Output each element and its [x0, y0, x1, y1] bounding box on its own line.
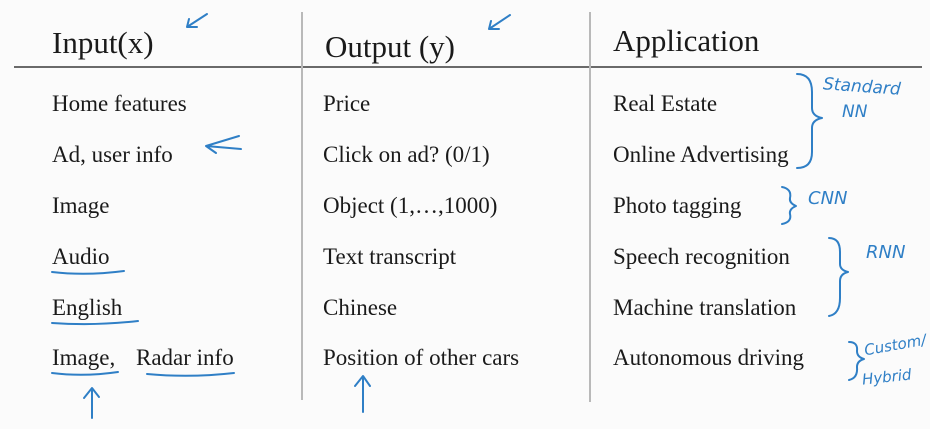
cell-application-machine-translation: Machine translation — [613, 295, 797, 320]
cell-output-object: Object (1,…,1000) — [323, 193, 498, 218]
cell-output-position-of-other-cars: Position of other cars — [323, 345, 520, 370]
up-arrow-input-icon — [83, 387, 100, 419]
underline-radar-info — [146, 372, 235, 377]
cell-application-autonomous-driving: Autonomous driving — [613, 345, 805, 370]
annotation-custom-line2: Hybrid — [861, 365, 913, 389]
cell-output-click-on-ad: Click on ad? (0/1) — [323, 142, 490, 167]
brace-standard-nn-icon — [796, 73, 823, 169]
annotation-standard-nn-line1: Standard — [822, 74, 902, 100]
annotation-custom-line1: Custom/ — [862, 330, 928, 360]
cell-application-online-advertising: Online Advertising — [613, 142, 789, 167]
header-application: Application — [613, 23, 760, 58]
cell-input-audio: Audio — [52, 244, 110, 269]
underline-english — [51, 320, 139, 326]
cell-application-real-estate: Real Estate — [613, 91, 718, 116]
up-arrow-output-icon — [354, 375, 371, 413]
underline-image — [51, 371, 119, 376]
header-output: Output (y) — [325, 29, 456, 64]
arrow-input-header-icon — [186, 13, 208, 28]
annotation-cnn: CNN — [808, 188, 848, 209]
underline-audio — [51, 270, 125, 275]
cell-input-home-features: Home features — [52, 91, 187, 116]
annotation-rnn: RNN — [866, 242, 906, 263]
column-divider-1 — [301, 12, 303, 400]
cell-input-image: Image — [52, 193, 110, 218]
cell-output-text-transcript: Text transcript — [323, 244, 457, 269]
brace-rnn-icon — [828, 237, 849, 317]
cell-input-ad-user-info: Ad, user info — [52, 142, 173, 167]
header-rule — [14, 66, 922, 68]
arrow-output-header-icon — [488, 14, 511, 30]
cell-input-radar-info: Radar info — [136, 345, 234, 370]
cell-input-english: English — [52, 295, 123, 320]
cell-output-chinese: Chinese — [323, 295, 398, 320]
cell-output-price: Price — [323, 91, 371, 116]
column-divider-2 — [589, 12, 591, 402]
cell-application-speech-recognition: Speech recognition — [613, 244, 790, 269]
cell-application-photo-tagging: Photo tagging — [613, 193, 742, 218]
header-input: Input(x) — [52, 25, 154, 60]
cell-input-image-part: Image, — [52, 345, 116, 370]
annotation-standard-nn-line2: NN — [842, 102, 868, 122]
arrow-ad-user-info-icon — [205, 135, 242, 154]
brace-cnn-icon — [781, 186, 797, 225]
